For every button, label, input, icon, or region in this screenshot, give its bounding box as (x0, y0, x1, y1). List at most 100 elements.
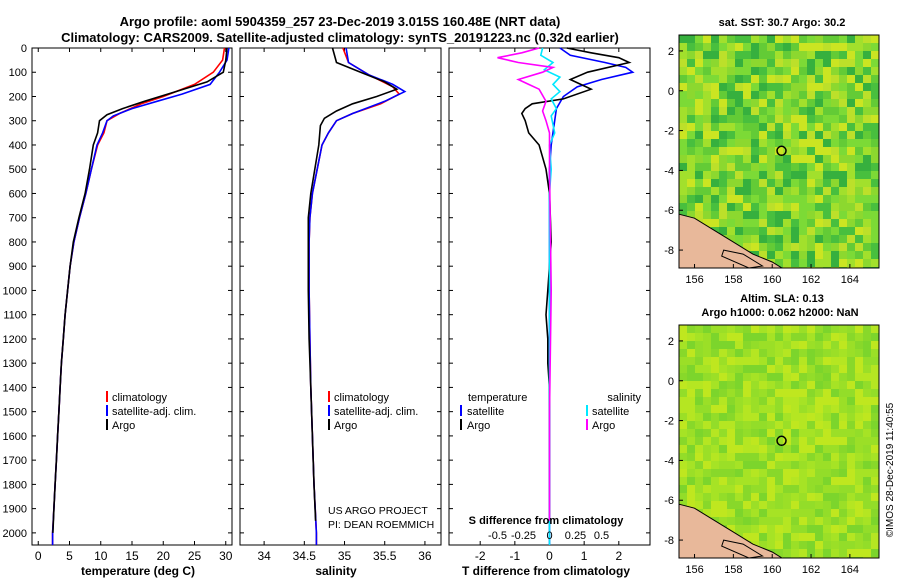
map-cell (815, 549, 823, 557)
map-cell (735, 163, 743, 171)
map-cell (791, 405, 799, 413)
map-cell (743, 99, 751, 107)
map-cell (863, 179, 871, 187)
map-cell (775, 91, 783, 99)
map-cell (783, 325, 791, 333)
map-cell (727, 445, 735, 453)
legend-swatch-climatology (106, 391, 108, 402)
map-cell (831, 115, 839, 123)
map-cell (855, 235, 863, 243)
map-cell (775, 333, 783, 341)
map-cell (775, 235, 783, 243)
map-cell (855, 147, 863, 155)
map-cell (767, 227, 775, 235)
map-cell (863, 67, 871, 75)
map-cell (783, 341, 791, 349)
map-cell (727, 461, 735, 469)
map-cell (815, 453, 823, 461)
map-cell (863, 107, 871, 115)
map-cell (727, 517, 735, 525)
map-cell (799, 243, 807, 251)
map-cell (727, 99, 735, 107)
map-cell (807, 227, 815, 235)
map-cell (839, 59, 847, 67)
map-cell (863, 203, 871, 211)
map-cell (839, 549, 847, 557)
map-cell (855, 357, 863, 365)
map-cell (815, 115, 823, 123)
map-cell (743, 437, 751, 445)
map-cell (847, 421, 855, 429)
map-cell (831, 477, 839, 485)
map-cell (751, 163, 759, 171)
map-cell (791, 549, 799, 557)
map-cell (831, 493, 839, 501)
map-cell (743, 413, 751, 421)
map-cell (807, 195, 815, 203)
map-cell (735, 461, 743, 469)
map-cell (831, 429, 839, 437)
map-cell (839, 251, 847, 259)
map-cell (775, 147, 783, 155)
map-cell (839, 107, 847, 115)
map-cell (743, 35, 751, 43)
map-cell (831, 485, 839, 493)
map-cell (759, 51, 767, 59)
map-cell (807, 75, 815, 83)
map-cell (703, 509, 711, 517)
map-cell (863, 469, 871, 477)
map-cell (831, 533, 839, 541)
map-cell (855, 43, 863, 51)
map-cell (783, 405, 791, 413)
map-cell (743, 477, 751, 485)
map-cell (695, 445, 703, 453)
map-cell (703, 421, 711, 429)
map-cell (783, 509, 791, 517)
map-cell (815, 147, 823, 155)
map-cell (711, 171, 719, 179)
map-cell (839, 155, 847, 163)
map-cell (703, 477, 711, 485)
map-cell (695, 437, 703, 445)
map-cell (863, 429, 871, 437)
map-cell (831, 123, 839, 131)
map-cell (767, 477, 775, 485)
map-cell (823, 83, 831, 91)
sal-legend-label-satellite: satellite-adj. clim. (334, 406, 418, 418)
map-cell (751, 195, 759, 203)
map-cell (695, 453, 703, 461)
map-cell (679, 493, 687, 501)
map-cell (767, 83, 775, 91)
map-cell (679, 365, 687, 373)
map-cell (703, 91, 711, 99)
map-cell (719, 195, 727, 203)
map-cell (871, 99, 879, 107)
salinity-legend: climatology satellite-adj. clim. Argo (328, 391, 418, 432)
map-cell (863, 485, 871, 493)
map-cell (847, 51, 855, 59)
map-cell (687, 147, 695, 155)
map-cell (807, 493, 815, 501)
map-cell (679, 333, 687, 341)
map-cell (815, 179, 823, 187)
map-cell (719, 445, 727, 453)
map-cell (815, 437, 823, 445)
map-cell (775, 365, 783, 373)
map-cell (831, 413, 839, 421)
map-cell (855, 251, 863, 259)
map-cell (871, 357, 879, 365)
map-cell (687, 341, 695, 349)
map-cell (775, 43, 783, 51)
map-cell (767, 381, 775, 389)
map-cell (823, 203, 831, 211)
map-cell (783, 429, 791, 437)
map-cell (783, 179, 791, 187)
map-cell (743, 75, 751, 83)
map-cell (791, 365, 799, 373)
map-cell (711, 365, 719, 373)
s-diff-tick-label: 0.25 (565, 530, 586, 542)
map-cell (839, 469, 847, 477)
map-cell (871, 147, 879, 155)
map-cell (831, 437, 839, 445)
map-cell (703, 405, 711, 413)
